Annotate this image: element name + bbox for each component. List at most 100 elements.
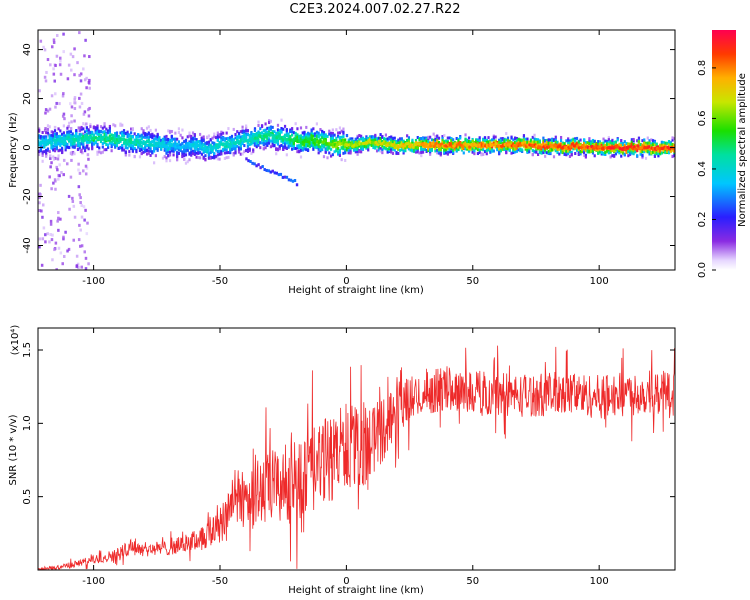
spectrogram-cell [593,154,596,158]
spectrogram-cell [627,150,630,154]
spectrogram-cell [294,134,297,138]
spectrogram-cell [344,138,347,142]
spectrogram-cell [418,138,421,142]
spectrogram-cell [211,136,214,140]
spectrogram-cell [202,143,205,147]
spectrogram-cell [246,148,249,152]
spectrogram-cell [287,142,290,146]
spectrogram-cell [257,131,260,135]
spectrogram-cell [38,196,41,200]
spectrogram-cell [669,149,672,153]
spectrogram-cell [370,143,373,147]
spectrogram-cell [179,133,182,137]
spectrogram-cell [259,146,262,150]
spectrogram-cell [64,145,67,149]
spectrogram-cell [292,146,295,150]
spectrogram-cell [347,138,350,142]
spectrogram-cell [170,146,173,150]
spectrogram-cell [584,141,587,145]
spectrogram-cell [145,148,149,152]
spectrogram-cell [531,135,534,139]
spectrogram-cell [437,141,441,145]
spectrogram-cell [115,133,119,137]
spectrogram-cell [480,146,483,150]
spectrogram-cell [648,139,651,143]
spectrogram-cell [43,144,46,148]
spectrogram-cell [275,171,279,175]
spectrogram-cell [354,137,357,141]
spectrogram-cell [122,129,126,133]
spectrogram-cell [494,139,497,143]
spectrogram-cell [218,149,221,153]
spectrogram-cell [291,133,294,137]
spectrogram-cell [636,148,639,152]
spectrogram-cell [72,204,76,208]
spectrogram-cell [156,148,159,152]
spectrogram-cell [556,142,559,146]
spectrogram-cell [421,150,425,154]
spectrogram-cell [671,136,674,140]
spectral-peak [538,146,543,150]
spectrogram-cell [600,151,603,155]
spectrogram-cell [252,150,255,154]
spectrogram-cell [600,142,603,146]
spectrogram-cell [234,144,237,148]
spectrogram-cell [222,138,225,142]
spectrogram-cell [41,138,44,142]
spectrogram-cell [584,153,587,157]
spectrogram-cell [345,134,349,138]
spectrogram-cell [223,147,226,151]
spectrogram-cell [556,140,559,144]
spectrogram-cell [45,70,48,74]
spectrogram-cell [124,138,127,142]
spectrogram-cell [202,150,205,154]
spectrogram-cell [88,86,91,90]
spectrogram-cell [183,148,186,152]
spectrogram-cell [52,67,55,71]
spectrogram-cell [186,148,189,152]
spectrogram-cell [644,156,648,160]
spectrogram-cell [425,137,428,141]
spectrogram-cell [512,151,515,155]
spectrogram-cell [145,126,149,130]
spectrogram-cell [287,145,290,149]
spectrogram-cell [227,145,230,149]
spectrogram-cell [632,150,635,154]
spectrogram-cell [101,130,104,134]
spectrogram-cell [620,139,623,143]
spectrogram-cell [188,141,191,145]
spectrogram-cell [328,145,331,149]
spectrogram-cell [149,147,152,151]
spectrogram-cell [476,148,480,152]
spectrogram-cell [276,123,280,127]
spectrogram-cell [207,140,211,144]
spectrogram-cell [211,150,214,154]
spectrogram-cell [59,129,62,133]
spectrogram-cell [416,148,419,152]
spectrogram-cell [49,232,52,236]
spectrogram-cell [613,142,616,146]
spectrogram-cell [506,139,510,143]
spectrogram-cell [213,154,216,158]
colorbar [712,30,736,270]
spectrogram-cell [524,137,527,141]
spectrogram-cell [243,144,246,148]
spectrogram-cell [460,147,464,151]
spectrogram-cell [630,142,633,146]
spectrogram-cell [287,178,291,182]
spectrogram-cell [650,142,653,146]
y-tick-label: 40 [22,43,33,56]
spectrogram-cell [105,127,108,131]
spectrogram-cell [349,151,352,155]
spectrogram-cell [38,237,42,241]
spectrogram-cell [246,144,249,148]
spectrogram-cell [108,126,111,130]
spectrogram-cell [411,149,414,153]
spectrogram-cell [273,171,276,175]
spectrogram-cell [55,165,58,169]
spectrogram-cell [386,150,389,154]
spectrogram-cell [87,147,90,151]
spectrogram-cell [259,131,262,135]
spectrogram-cell [87,131,90,135]
spectrogram-cell [114,144,117,148]
